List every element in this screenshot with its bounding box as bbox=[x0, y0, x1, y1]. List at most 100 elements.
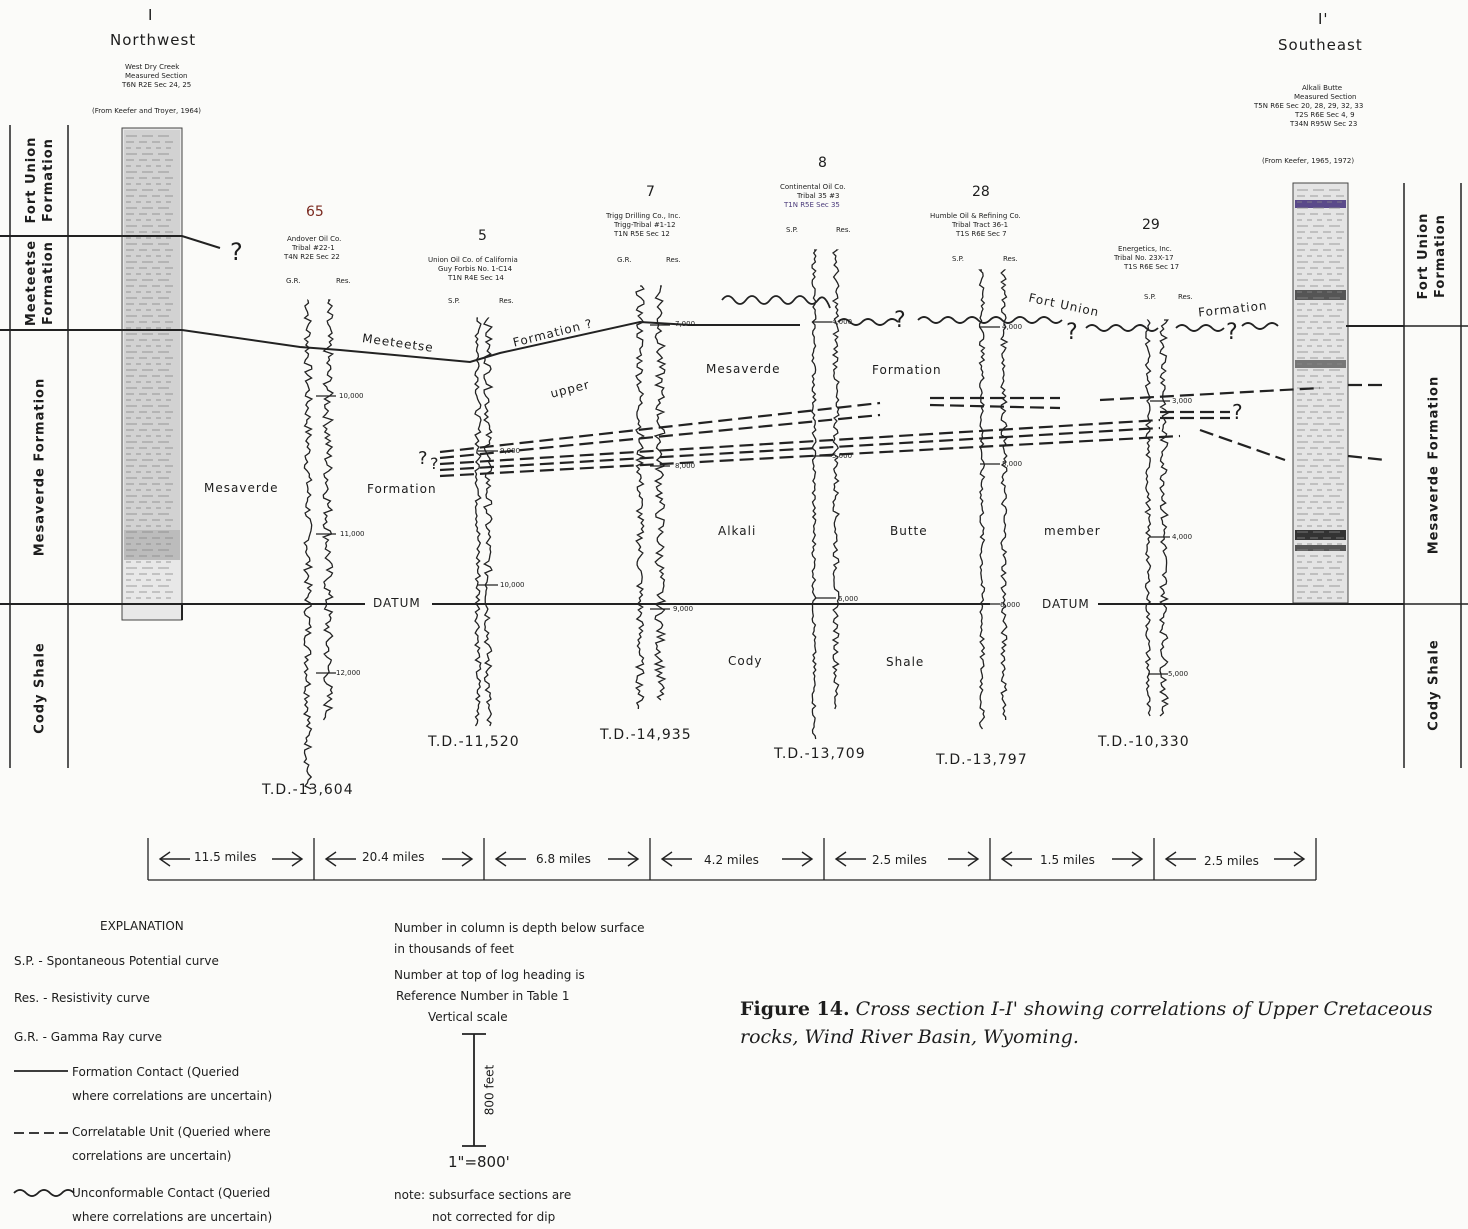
well-5-curve1: S.P. bbox=[448, 297, 461, 305]
well-28-operator: Humble Oil & Refining Co. bbox=[930, 212, 1021, 220]
explanation-unit-1: Correlatable Unit (Queried where bbox=[72, 1125, 271, 1139]
well-7-total-depth: T.D.-14,935 bbox=[600, 727, 692, 743]
well-28-name: Tribal Tract 36-1 bbox=[952, 221, 1009, 229]
well-7-curve1: G.R. bbox=[617, 256, 632, 264]
log-trace bbox=[302, 299, 314, 790]
formation-contact-lines bbox=[0, 235, 1404, 620]
left-well-type: Measured Section bbox=[125, 72, 188, 80]
log-trace bbox=[831, 249, 840, 710]
depth-label: 5,000 bbox=[1002, 460, 1023, 468]
well-29-operator: Energetics, Inc. bbox=[1118, 245, 1172, 253]
depth-label: 4,000 bbox=[1172, 533, 1193, 541]
well-65-location: T4N R2E Sec 22 bbox=[284, 253, 340, 261]
log-trace bbox=[999, 269, 1009, 721]
correlatable-unit-lines bbox=[439, 383, 1386, 478]
right-well-loc1: T5N R6E Sec 20, 28, 29, 32, 33 bbox=[1254, 102, 1364, 110]
query-mark: ? bbox=[230, 238, 243, 266]
well-65-operator: Andover Oil Co. bbox=[287, 235, 342, 243]
well-5-total-depth: T.D.-11,520 bbox=[428, 734, 520, 750]
depth-label: 5,000 bbox=[1168, 670, 1189, 678]
distance-label: 2.5 miles bbox=[872, 853, 927, 867]
well-5-curve2: Res. bbox=[499, 297, 514, 305]
well-65-curve1: G.R. bbox=[286, 277, 301, 285]
well-28-total-depth: T.D.-13,797 bbox=[936, 752, 1028, 768]
right-well-source: (From Keefer, 1965, 1972) bbox=[1262, 157, 1355, 165]
depth-label: 9,000 bbox=[673, 605, 694, 613]
query-mark: ? bbox=[430, 454, 439, 473]
datum-label-left: DATUM bbox=[373, 596, 421, 610]
well-8-operator: Continental Oil Co. bbox=[780, 183, 846, 191]
distance-label: 6.8 miles bbox=[536, 852, 591, 866]
well-8-curve2: Res. bbox=[836, 226, 851, 234]
well-65-name: Tribal #22-1 bbox=[292, 244, 335, 252]
query-mark: ? bbox=[894, 308, 906, 333]
well-5-number: 5 bbox=[478, 228, 487, 244]
start-ref: I bbox=[148, 6, 154, 24]
mesaverde-upper-label: Mesaverde bbox=[706, 362, 781, 376]
member-label: member bbox=[1044, 524, 1101, 538]
well-7-operator: Trigg Drilling Co., Inc. bbox=[606, 212, 681, 220]
end-ref: I' bbox=[1318, 10, 1329, 28]
well-29-curve1: S.P. bbox=[1144, 293, 1157, 301]
well-65-total-depth: T.D.-13,604 bbox=[262, 782, 354, 798]
distance-label: 11.5 miles bbox=[194, 850, 257, 864]
well-5-operator: Union Oil Co. of California bbox=[428, 256, 518, 264]
depth-label: 11,000 bbox=[340, 530, 365, 538]
explanation-uncon-2: where correlations are uncertain) bbox=[72, 1210, 273, 1224]
left-mesaverde-label: Mesaverde Formation bbox=[32, 377, 48, 557]
depth-label: 8,000 bbox=[675, 462, 696, 470]
southeast-label: Southeast bbox=[1278, 36, 1363, 54]
depth-label: 10,000 bbox=[500, 581, 525, 589]
datum-label-right: DATUM bbox=[1042, 597, 1090, 611]
left-well-source: (From Keefer and Troyer, 1964) bbox=[92, 107, 201, 115]
explanation-sp: S.P. - Spontaneous Potential curve bbox=[14, 954, 219, 968]
left-cody-label: Cody Shale bbox=[32, 642, 48, 734]
explanation-unit-2: correlations are uncertain) bbox=[72, 1149, 232, 1163]
depth-label: 5,000 bbox=[832, 452, 853, 460]
distance-label: 4.2 miles bbox=[704, 853, 759, 867]
log-trace bbox=[321, 299, 335, 721]
explanation-title: EXPLANATION bbox=[100, 919, 184, 933]
well-5-name: Guy Forbis No. 1-C14 bbox=[438, 265, 513, 273]
right-mesaverde-label: Mesaverde Formation bbox=[1426, 375, 1442, 555]
depth-label: 12,000 bbox=[336, 669, 361, 677]
well-8-number: 8 bbox=[818, 155, 827, 171]
well-7-name: Trigg-Tribal #1-12 bbox=[614, 221, 676, 229]
right-fort-union-label: Fort Union Formation bbox=[1416, 212, 1448, 300]
explanation-contact-2: where correlations are uncertain) bbox=[72, 1089, 273, 1103]
right-well-loc2: T2S R6E Sec 4, 9 bbox=[1295, 111, 1355, 119]
well-7-location: T1N R5E Sec 12 bbox=[614, 230, 670, 238]
log-trace bbox=[978, 269, 986, 730]
note-line: Number at top of log heading is bbox=[394, 968, 585, 982]
well-7-curve2: Res. bbox=[666, 256, 681, 264]
note-line: Number in column is depth below surface bbox=[394, 921, 645, 935]
explanation-uncon-1: Unconformable Contact (Queried bbox=[72, 1186, 271, 1200]
figure-label: Figure 14. bbox=[740, 998, 850, 1020]
log-trace bbox=[482, 317, 494, 727]
well-8-name: Tribal 35 #3 bbox=[797, 192, 840, 200]
left-meeteetse-label: Meeteetse Formation bbox=[24, 239, 56, 327]
well-29-number: 29 bbox=[1142, 217, 1160, 233]
northwest-label: Northwest bbox=[110, 31, 197, 49]
well-29-curve2: Res. bbox=[1178, 293, 1193, 301]
vertical-scale-feet: 800 feet bbox=[482, 1064, 497, 1116]
right-formation-column bbox=[1346, 183, 1468, 768]
alkali-butte-section bbox=[1292, 182, 1349, 604]
depth-label: 4,000 bbox=[1002, 323, 1023, 331]
query-mark: ? bbox=[1066, 320, 1078, 345]
figure-caption-text: Cross section I-I' showing correlations … bbox=[740, 998, 1433, 1048]
formation-upper-label: Formation bbox=[872, 363, 942, 377]
note-line: in thousands of feet bbox=[394, 942, 514, 956]
well-28-number: 28 bbox=[972, 184, 990, 200]
well-29-name: Tribal No. 23X-17 bbox=[1114, 254, 1174, 262]
right-well-name: Alkali Butte bbox=[1302, 84, 1343, 92]
depth-label: 7,000 bbox=[675, 320, 696, 328]
vertical-scale-ratio: 1"=800' bbox=[448, 1153, 510, 1171]
right-cody-label: Cody Shale bbox=[1426, 639, 1442, 731]
well-65-number: 65 bbox=[306, 204, 324, 220]
well-29-location: T1S R6E Sec 17 bbox=[1124, 263, 1180, 271]
log-trace bbox=[1144, 319, 1152, 717]
query-mark: ? bbox=[418, 448, 428, 469]
left-well-location: T6N R2E Sec 24, 25 bbox=[122, 81, 192, 89]
